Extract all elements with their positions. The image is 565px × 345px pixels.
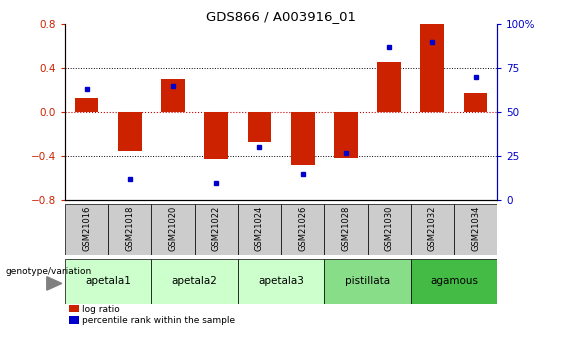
Bar: [238, 204, 281, 255]
Bar: [281, 204, 324, 255]
Bar: [411, 259, 497, 304]
Text: GSM21030: GSM21030: [385, 206, 394, 251]
Text: GSM21034: GSM21034: [471, 206, 480, 251]
Text: GSM21028: GSM21028: [341, 206, 350, 251]
Text: agamous: agamous: [430, 276, 478, 286]
Text: pistillata: pistillata: [345, 276, 390, 286]
Bar: [151, 259, 238, 304]
Bar: [65, 259, 151, 304]
Text: GSM21032: GSM21032: [428, 206, 437, 251]
Bar: [420, 24, 444, 112]
Bar: [334, 112, 358, 158]
Bar: [367, 204, 411, 255]
Bar: [161, 79, 185, 112]
Bar: [118, 112, 142, 151]
Text: GSM21026: GSM21026: [298, 206, 307, 251]
Bar: [464, 93, 488, 112]
Bar: [247, 112, 271, 142]
Bar: [411, 204, 454, 255]
Bar: [194, 204, 238, 255]
Bar: [75, 98, 98, 112]
Bar: [324, 204, 368, 255]
Text: apetala2: apetala2: [172, 276, 218, 286]
Bar: [108, 204, 151, 255]
Text: GSM21024: GSM21024: [255, 206, 264, 251]
Polygon shape: [47, 277, 62, 290]
Bar: [205, 112, 228, 159]
Bar: [238, 259, 324, 304]
Text: GSM21018: GSM21018: [125, 206, 134, 251]
Text: GSM21020: GSM21020: [168, 206, 177, 251]
Bar: [151, 204, 194, 255]
Title: GDS866 / A003916_01: GDS866 / A003916_01: [206, 10, 356, 23]
Text: apetala3: apetala3: [258, 276, 304, 286]
Bar: [324, 259, 411, 304]
Bar: [454, 204, 497, 255]
Text: apetala1: apetala1: [85, 276, 131, 286]
Legend: log ratio, percentile rank within the sample: log ratio, percentile rank within the sa…: [69, 305, 235, 325]
Bar: [377, 61, 401, 112]
Text: GSM21022: GSM21022: [212, 206, 221, 251]
Bar: [65, 204, 108, 255]
Bar: [291, 112, 315, 165]
Text: genotype/variation: genotype/variation: [5, 267, 92, 276]
Text: GSM21016: GSM21016: [82, 206, 91, 251]
